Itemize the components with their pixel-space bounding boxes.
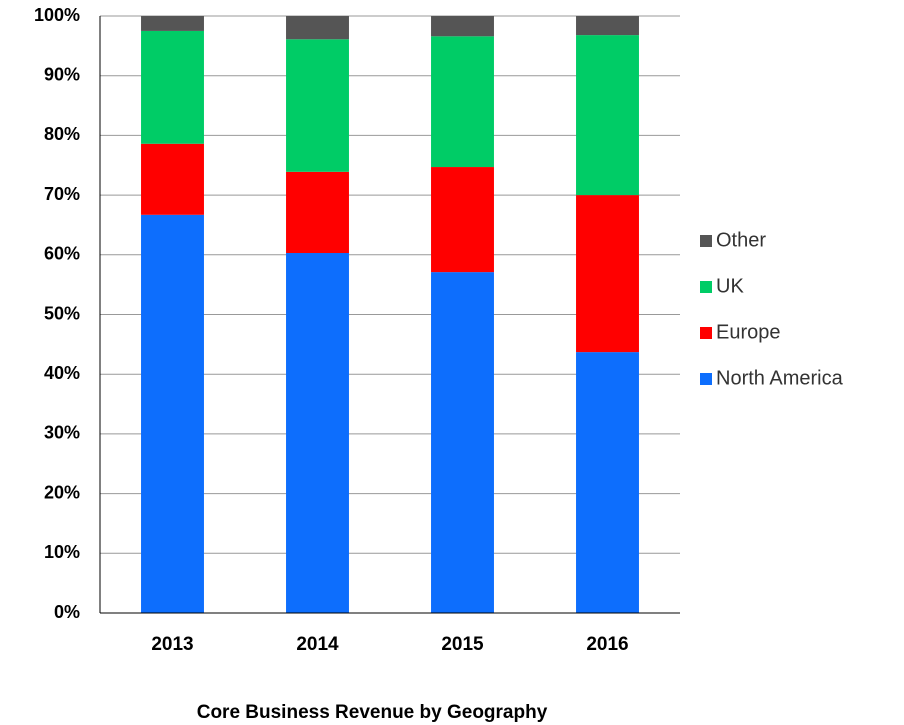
legend-label: Europe xyxy=(716,321,781,343)
legend-label: North America xyxy=(716,367,844,389)
y-tick-label: 0% xyxy=(54,602,80,622)
y-tick-label: 90% xyxy=(44,64,80,84)
bar-segment xyxy=(286,16,349,40)
bar-segment xyxy=(576,352,639,613)
bar-segment xyxy=(576,35,639,196)
bar-segment xyxy=(286,171,349,254)
bar-segment xyxy=(141,214,204,613)
bar-segment xyxy=(576,16,639,36)
x-tick-label: 2013 xyxy=(151,634,193,655)
bar-segment xyxy=(141,143,204,215)
y-tick-label: 100% xyxy=(34,5,80,25)
y-tick-label: 30% xyxy=(44,423,80,443)
bar-segment xyxy=(286,253,349,613)
bar-segment xyxy=(141,16,204,31)
y-tick-label: 70% xyxy=(44,184,80,204)
bar-segment xyxy=(286,39,349,172)
x-tick-label: 2014 xyxy=(296,634,339,655)
legend-swatch xyxy=(700,281,712,293)
legend-label: UK xyxy=(716,275,744,297)
x-tick-label: 2015 xyxy=(441,634,484,655)
x-tick-label: 2016 xyxy=(586,634,628,655)
y-tick-label: 50% xyxy=(44,303,80,323)
y-tick-label: 20% xyxy=(44,482,80,502)
y-tick-label: 40% xyxy=(44,363,80,383)
bar-segment xyxy=(576,195,639,353)
legend-label: Other xyxy=(716,229,766,251)
y-tick-label: 80% xyxy=(44,124,80,144)
bar-segment xyxy=(431,272,494,613)
legend-swatch xyxy=(700,373,712,385)
legend-swatch xyxy=(700,327,712,339)
bar-segment xyxy=(431,167,494,273)
y-tick-label: 10% xyxy=(44,542,80,562)
legend-swatch xyxy=(700,235,712,247)
y-tick-label: 60% xyxy=(44,244,80,264)
bar-segment xyxy=(431,16,494,37)
bar-segment xyxy=(141,30,204,144)
chart-title: Core Business Revenue by Geography xyxy=(197,702,548,723)
bar-segment xyxy=(431,36,494,168)
